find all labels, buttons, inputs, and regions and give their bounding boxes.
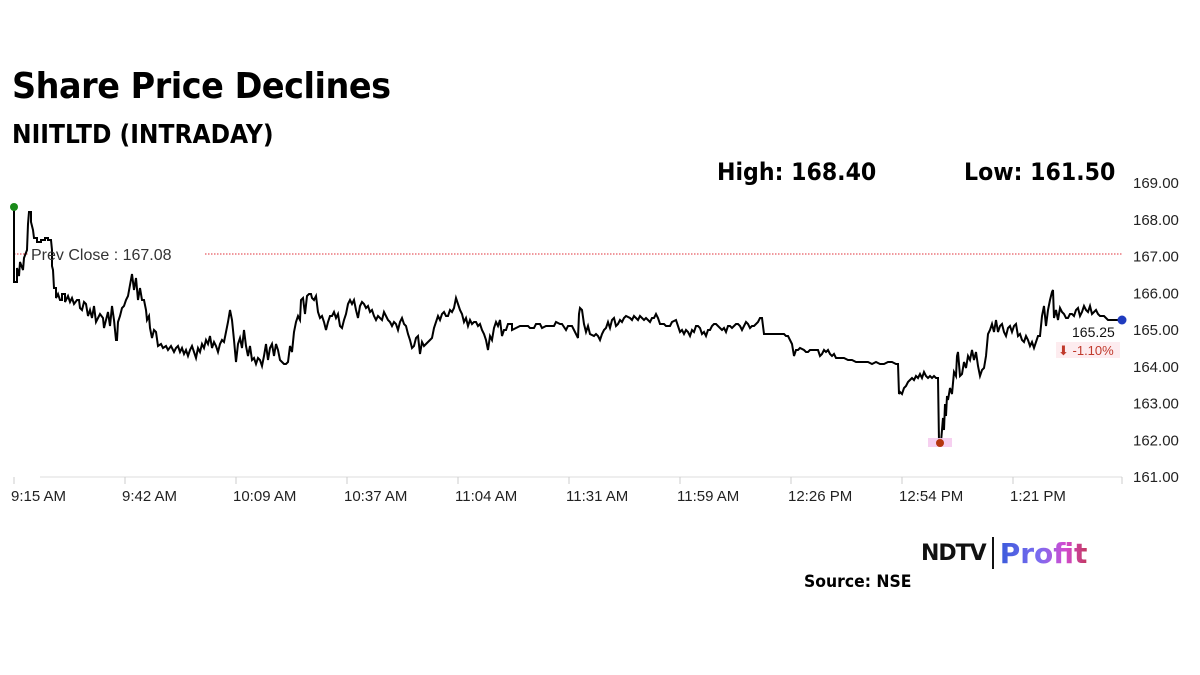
- x-tick-label: 11:31 AM: [566, 488, 628, 505]
- y-tick-label: 163.00: [1133, 396, 1179, 413]
- x-tick-label: 9:42 AM: [122, 488, 177, 505]
- change-label: ⬇ -1.10%: [1058, 343, 1114, 358]
- x-tick-label: 11:59 AM: [677, 488, 739, 505]
- prev-close-label: Prev Close : 167.08: [31, 247, 172, 264]
- last-price-marker: [1117, 315, 1127, 325]
- source-note: Source: NSE: [804, 572, 912, 592]
- price-chart: 9:15 AM 9:42 AM 10:09 AM 10:37 AM 11:04 AM 11…: [10, 175, 1179, 505]
- x-axis: [13, 476, 1123, 484]
- brand-ndtv: NDTV: [921, 540, 987, 566]
- chart-title: Share Price Declines: [12, 66, 391, 107]
- y-tick-label: 167.00: [1133, 249, 1179, 266]
- x-axis-labels: 9:15 AM 9:42 AM 10:09 AM 10:37 AM 11:04 AM 11…: [11, 488, 1066, 505]
- brand-divider: [991, 537, 994, 569]
- high-stat: High: 168.40: [717, 158, 877, 186]
- y-axis-labels: 169.00 168.00 167.00 166.00 165.00 164.00 163.…: [1133, 175, 1179, 486]
- change-badge-bg: [1056, 342, 1120, 358]
- low-stat: Low: 161.50: [964, 158, 1116, 186]
- brand-profit: Profit: [999, 536, 1088, 570]
- y-tick-label: 164.00: [1133, 359, 1179, 376]
- x-tick-label: 12:54 PM: [899, 488, 963, 505]
- x-tick-label: 9:15 AM: [11, 488, 66, 505]
- price-line: [13, 207, 1122, 443]
- y-tick-label: 169.00: [1133, 175, 1179, 192]
- last-price-label: 165.25: [1072, 324, 1115, 340]
- x-tick-label: 11:04 AM: [455, 488, 517, 505]
- chart-subtitle: NIITLTD (INTRADAY): [12, 120, 274, 150]
- x-tick-label: 10:09 AM: [233, 488, 296, 505]
- x-tick-label: 1:21 PM: [1010, 488, 1066, 505]
- y-tick-label: 161.00: [1133, 469, 1179, 486]
- y-tick-label: 166.00: [1133, 285, 1179, 302]
- y-tick-label: 168.00: [1133, 212, 1179, 229]
- low-marker: [936, 439, 944, 447]
- ndtv-profit-logo: NDTV Profit: [921, 536, 1087, 570]
- y-tick-label: 162.00: [1133, 432, 1179, 449]
- x-tick-label: 12:26 PM: [788, 488, 852, 505]
- x-tick-label: 10:37 AM: [344, 488, 407, 505]
- open-marker: [10, 203, 18, 211]
- y-tick-label: 165.00: [1133, 322, 1179, 339]
